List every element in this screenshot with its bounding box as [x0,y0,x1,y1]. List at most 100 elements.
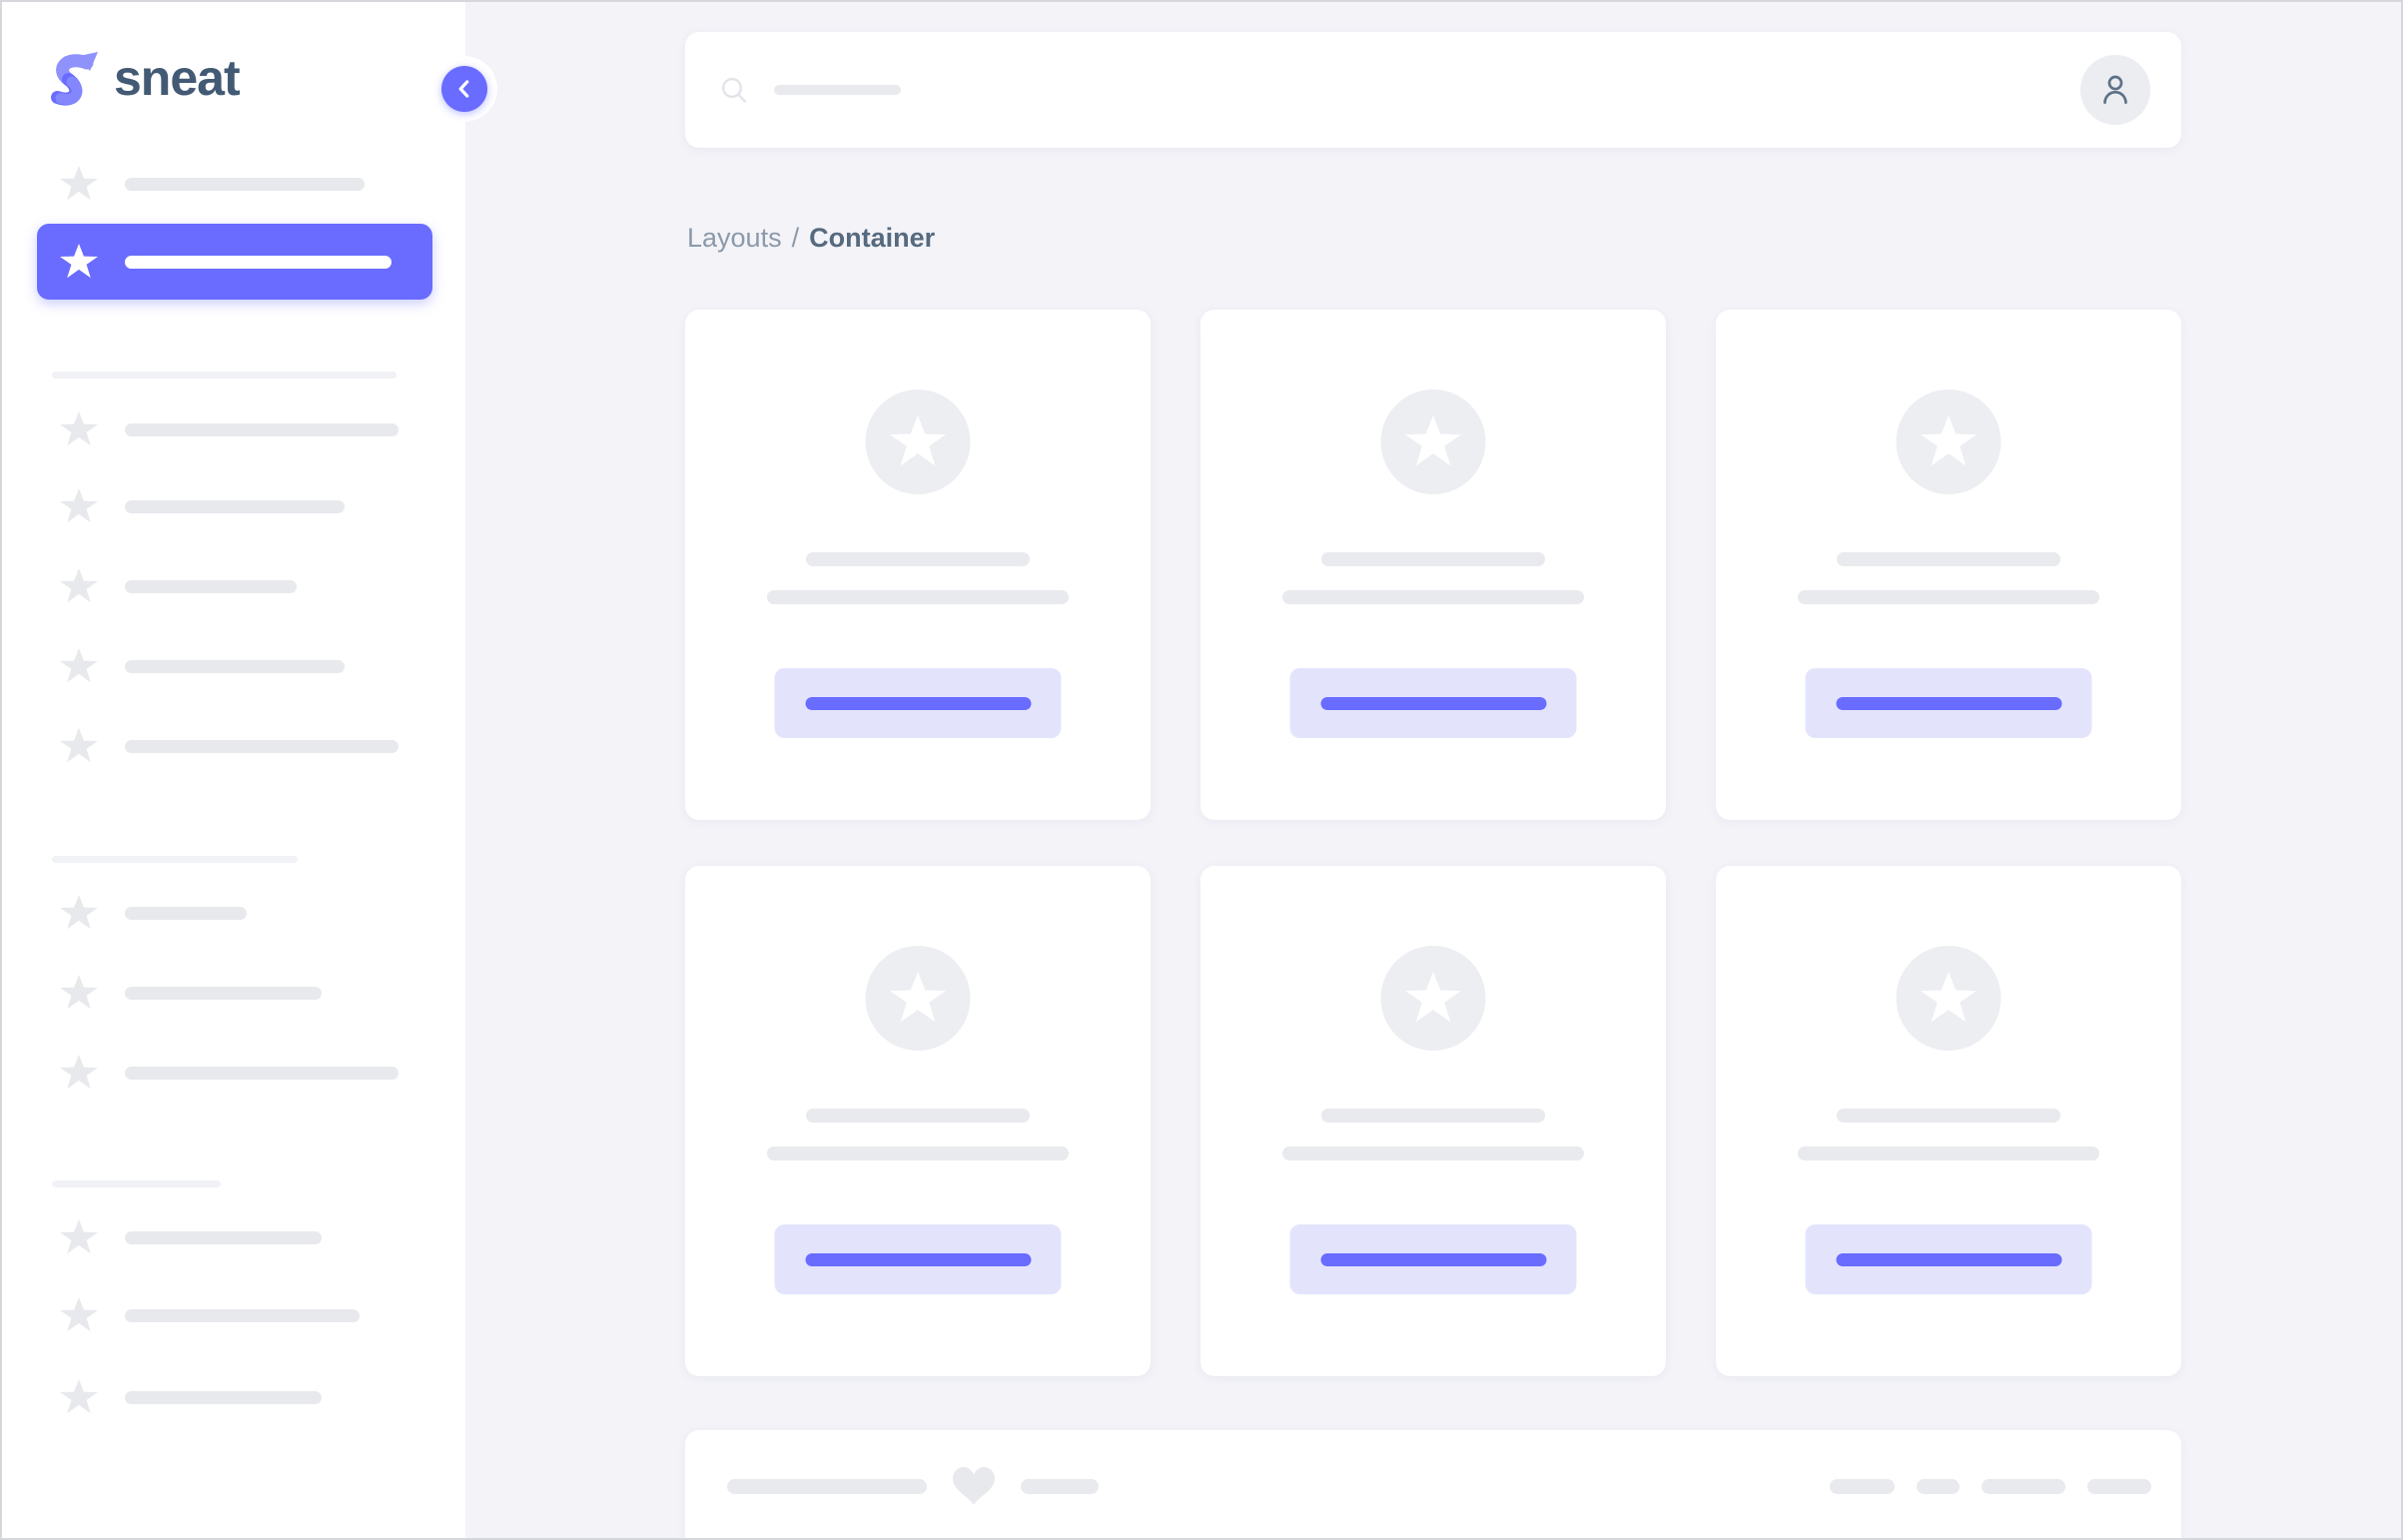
card-button-placeholder[interactable] [1289,668,1577,738]
star-icon [1405,415,1461,466]
heart-icon[interactable] [953,1467,995,1505]
nav-label-placeholder [125,177,365,191]
breadcrumb-parent[interactable]: Layouts [687,223,782,253]
nav-label-placeholder [125,986,322,1000]
pagination-bar-placeholder[interactable] [1917,1478,1960,1494]
card-button-placeholder[interactable] [774,668,1062,738]
nav-label-placeholder [125,1066,399,1080]
sidebar-section-divider [52,1180,221,1187]
content-container: Layouts / Container [685,2,2181,1538]
card-button-label-placeholder [805,1252,1031,1266]
card-subtitle-placeholder [1798,590,2099,604]
nav-label-placeholder [125,579,297,593]
sneat-logo-icon [48,50,100,106]
skeleton-card [1201,310,1666,820]
bottom-bar-placeholder [1021,1478,1099,1494]
sidebar-item[interactable] [37,484,432,528]
sidebar-item[interactable] [37,1215,432,1259]
sidebar-item[interactable] [37,891,432,935]
sidebar-item[interactable] [37,1293,432,1337]
skeleton-card [1201,866,1666,1376]
star-icon [1405,972,1461,1023]
logo-text: sneat [114,50,241,106]
card-button-placeholder[interactable] [1805,1224,2092,1294]
breadcrumb-separator: / [791,223,800,253]
sidebar-item[interactable] [37,162,432,206]
card-button-label-placeholder [1836,1252,2061,1266]
brand[interactable]: sneat [48,50,241,106]
sidebar-item[interactable] [37,564,432,608]
sidebar-item[interactable] [37,724,432,768]
card-subtitle-placeholder [1282,1147,1584,1160]
card-subtitle-placeholder [767,590,1069,604]
breadcrumb: Layouts / Container [685,220,2181,256]
sidebar-item[interactable] [37,971,432,1015]
card-avatar-circle [1380,389,1486,494]
pagination-bar-placeholder[interactable] [1830,1478,1895,1494]
search-input-placeholder[interactable] [774,85,901,95]
nav-label-placeholder [125,1308,360,1322]
star-icon [60,1297,98,1332]
star-icon [60,411,98,446]
sidebar-section-divider [52,372,397,379]
card-title-placeholder [1837,1109,2060,1123]
sidebar-item[interactable] [37,1375,432,1419]
user-icon [2096,71,2134,109]
card-subtitle-placeholder [1282,590,1584,604]
card-subtitle-placeholder [767,1147,1069,1160]
bottom-card [685,1430,2181,1538]
card-button-label-placeholder [805,696,1031,710]
nav-label-placeholder [125,499,345,513]
sidebar-item-active[interactable] [37,224,432,300]
star-icon [60,728,98,763]
card-button-label-placeholder [1320,1252,1546,1266]
sidebar-section-divider [52,856,298,863]
star-icon [890,415,946,466]
skeleton-card [1716,310,2181,820]
star-icon [60,648,98,683]
nav-label-placeholder [125,422,399,436]
nav-label-placeholder [125,739,399,753]
sidebar-item[interactable] [37,1051,432,1095]
user-avatar-button[interactable] [2080,55,2150,125]
star-icon [60,244,98,279]
card-grid [685,310,2181,1376]
nav-label-placeholder [125,906,247,920]
card-title-placeholder [806,552,1030,566]
sidebar-item[interactable] [37,644,432,688]
card-avatar-circle [1896,946,2002,1051]
topbar-search-card [685,32,2181,148]
pagination-bar-placeholder[interactable] [1982,1478,2065,1494]
card-button-placeholder[interactable] [774,1224,1062,1294]
nav-label-placeholder [125,659,345,673]
sidebar-collapse-button[interactable] [431,56,497,122]
nav-label-placeholder [125,1230,322,1244]
card-button-placeholder[interactable] [1805,668,2092,738]
star-icon [1921,972,1977,1023]
card-avatar-circle [1896,389,2002,494]
card-button-placeholder[interactable] [1289,1224,1577,1294]
breadcrumb-current: Container [809,223,936,253]
sidebar-item[interactable] [37,407,432,451]
nav-label-placeholder [125,255,392,269]
card-title-placeholder [806,1109,1030,1123]
card-button-label-placeholder [1320,696,1546,710]
main-area: Layouts / Container [465,2,2401,1538]
sidebar: sneat [2,2,465,1538]
card-avatar-circle [865,946,971,1051]
star-icon [60,488,98,523]
bottom-bar-placeholder [727,1478,927,1494]
skeleton-card [685,310,1151,820]
card-avatar-circle [1380,946,1486,1051]
card-title-placeholder [1837,552,2060,566]
bottom-card-row [727,1464,2151,1508]
pagination-bar-placeholder[interactable] [2087,1478,2151,1494]
search-icon[interactable] [718,74,750,106]
card-avatar-circle [865,389,971,494]
star-icon [60,166,98,201]
chevron-left-icon [441,66,487,112]
card-subtitle-placeholder [1798,1147,2099,1160]
star-icon [60,1055,98,1090]
skeleton-card [1716,866,2181,1376]
